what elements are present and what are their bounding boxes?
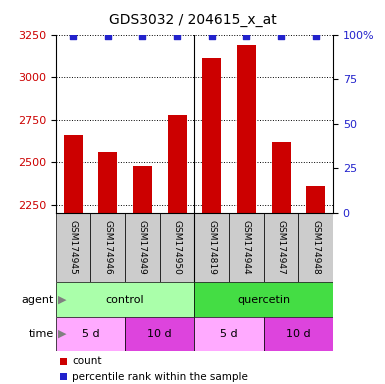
Point (278, 33, 284, 40)
Bar (264, 213, 298, 282)
Bar (271, 142, 291, 213)
Point (174, 33, 180, 40)
Point (139, 33, 146, 40)
Bar (98, 152, 117, 213)
Point (70, 33, 76, 40)
Bar (202, 58, 221, 213)
Bar (125, 213, 160, 282)
Text: ▶: ▶ (58, 295, 66, 305)
Text: 10 d: 10 d (286, 329, 311, 339)
Text: 5 d: 5 d (220, 329, 238, 339)
Text: time: time (28, 329, 54, 339)
Bar (264, 317, 333, 351)
Bar (298, 213, 333, 282)
Text: percentile rank within the sample: percentile rank within the sample (72, 372, 248, 382)
Text: GSM174947: GSM174947 (276, 220, 286, 275)
Text: GSM174950: GSM174950 (172, 220, 182, 275)
Point (313, 33, 319, 40)
Bar (90, 213, 125, 282)
Text: GSM174945: GSM174945 (69, 220, 78, 275)
Text: quercetin: quercetin (237, 295, 290, 305)
Bar (160, 213, 194, 282)
Bar (229, 213, 264, 282)
Bar (64, 135, 83, 213)
Bar (125, 317, 194, 351)
Bar (56, 282, 194, 317)
Text: count: count (72, 356, 102, 366)
Text: GDS3032 / 204615_x_at: GDS3032 / 204615_x_at (109, 13, 276, 27)
Bar (167, 115, 187, 213)
Bar (194, 213, 229, 282)
Point (209, 33, 215, 40)
Bar (194, 317, 264, 351)
Bar (56, 213, 90, 282)
Text: GSM174944: GSM174944 (242, 220, 251, 275)
Text: GSM174946: GSM174946 (103, 220, 112, 275)
Text: agent: agent (22, 295, 54, 305)
Text: GSM174819: GSM174819 (207, 220, 216, 275)
Point (243, 33, 249, 40)
Text: GSM174949: GSM174949 (138, 220, 147, 275)
Text: control: control (106, 295, 144, 305)
Text: GSM174948: GSM174948 (311, 220, 320, 275)
Bar (194, 282, 333, 317)
Bar (56, 317, 125, 351)
Text: 10 d: 10 d (147, 329, 172, 339)
Text: 5 d: 5 d (82, 329, 99, 339)
Bar (306, 186, 325, 213)
Text: ▶: ▶ (58, 329, 66, 339)
Bar (133, 166, 152, 213)
Bar (237, 45, 256, 213)
Point (105, 33, 111, 40)
